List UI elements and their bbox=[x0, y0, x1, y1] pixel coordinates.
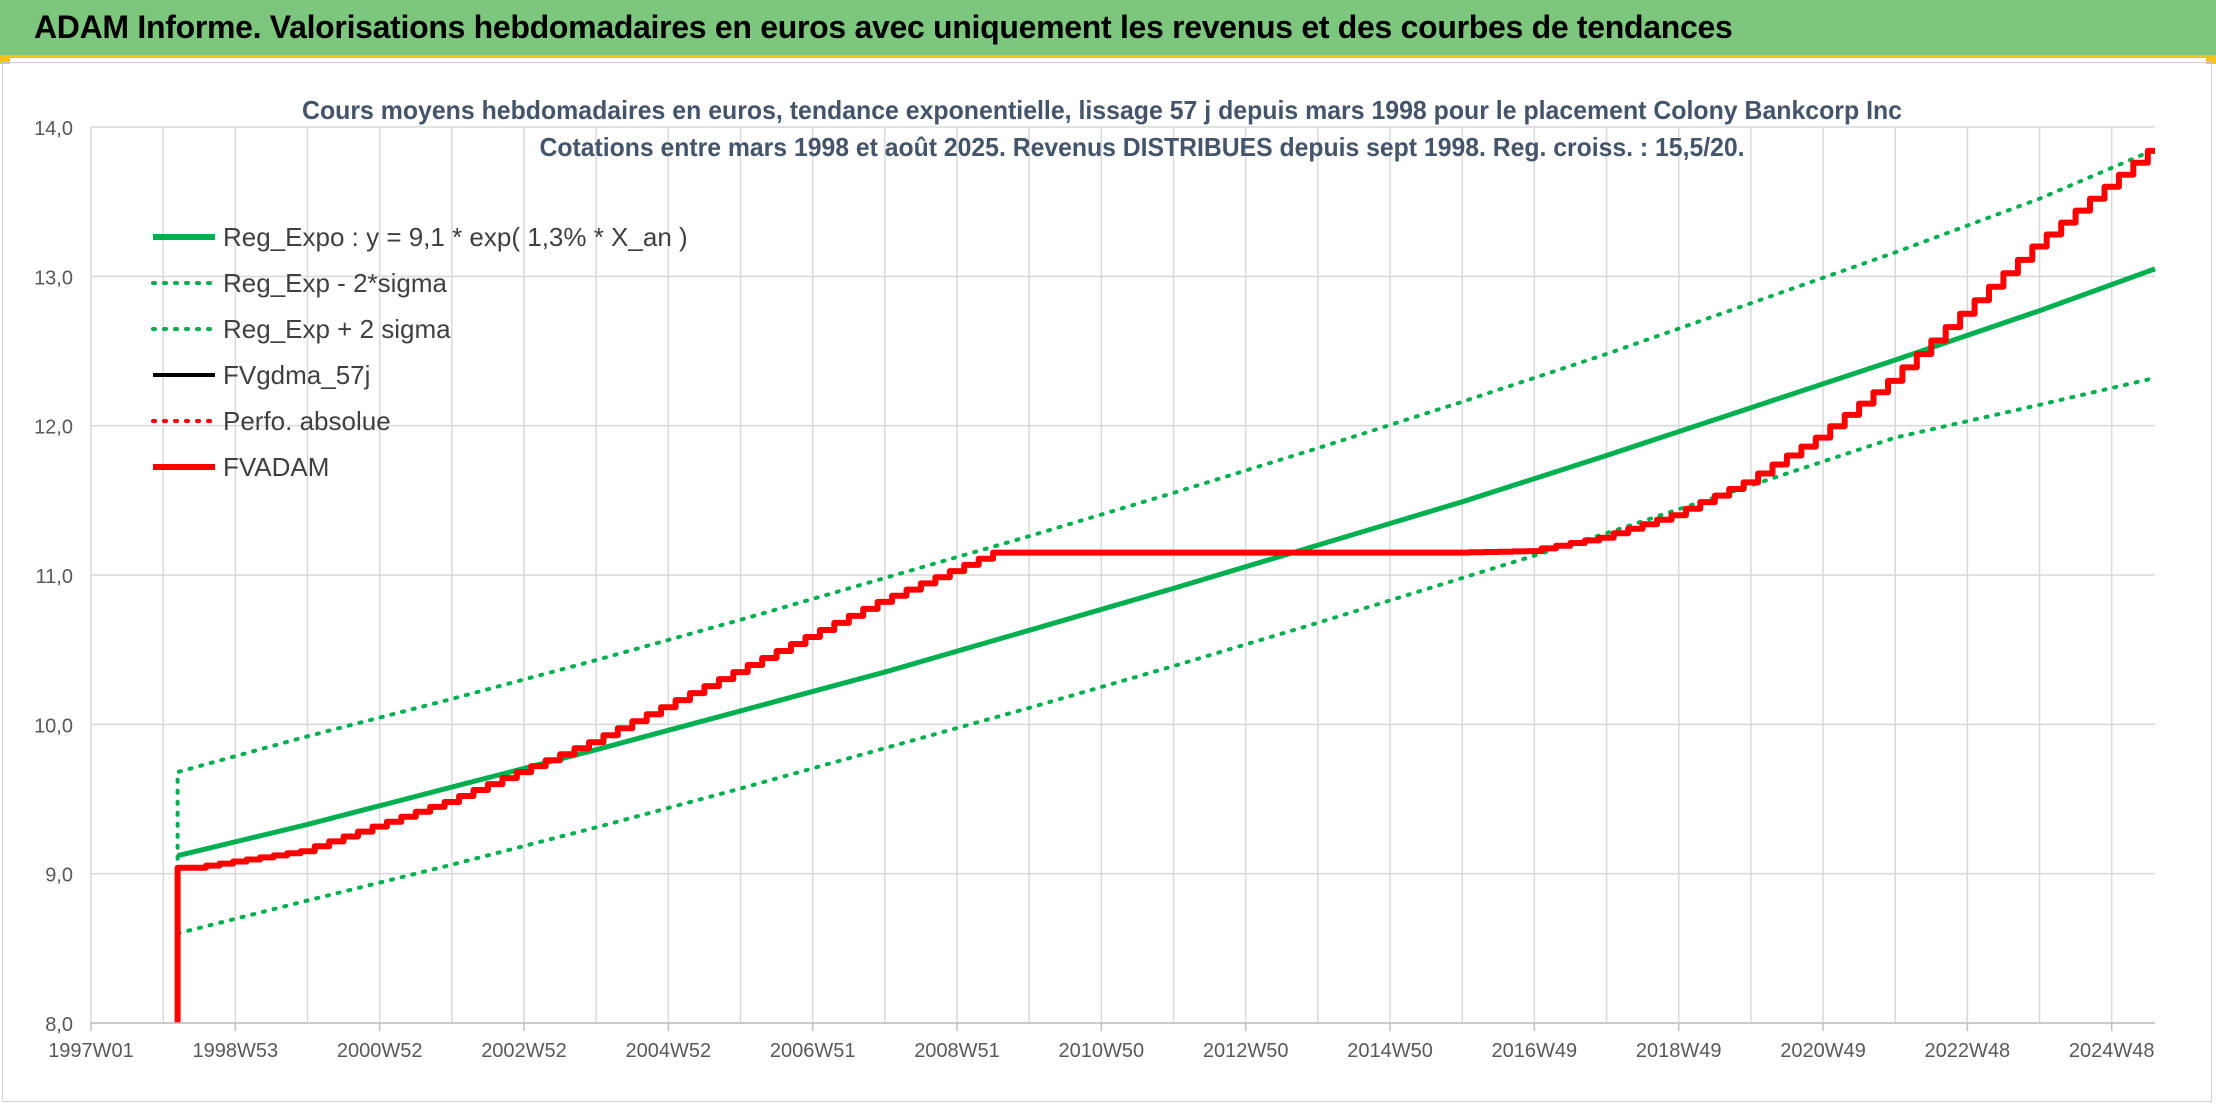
x-tick-label: 2022W48 bbox=[1925, 1040, 2011, 1062]
x-tick-label: 2006W51 bbox=[770, 1040, 856, 1062]
x-tick-label: 2002W52 bbox=[481, 1040, 567, 1062]
series-line-5 bbox=[174, 147, 2155, 1023]
y-tick-label: 8,0 bbox=[45, 1014, 73, 1036]
x-tick-label: 2000W52 bbox=[337, 1040, 423, 1062]
x-tick-label: 2004W52 bbox=[626, 1040, 712, 1062]
series-line-1 bbox=[175, 375, 2157, 936]
x-tick-label: 2012W50 bbox=[1203, 1040, 1289, 1062]
chart-legend: Reg_Expo : y = 9,1 * exp( 1,3% * X_an ) R… bbox=[151, 222, 688, 482]
chart-grid bbox=[90, 126, 2155, 1024]
y-tick-label: 12,0 bbox=[34, 417, 73, 439]
legend-label-2: Reg_Exp + 2 sigma bbox=[223, 314, 451, 344]
x-tick-label: 2016W49 bbox=[1492, 1040, 1578, 1062]
report-title: ADAM Informe. Valorisations hebdomadaire… bbox=[34, 9, 1733, 45]
x-tick-label: 1998W53 bbox=[193, 1040, 279, 1062]
corner-mark-right bbox=[2206, 58, 2216, 64]
chart-axis-layer: 8,0 9,0 10,0 11,0 12,0 13,0 14,0 1997W01 1998W53… bbox=[34, 118, 2155, 1062]
series-line-2 bbox=[175, 147, 2157, 861]
x-tick-label: 2018W49 bbox=[1636, 1040, 1722, 1062]
x-tick-label: 2024W48 bbox=[2069, 1040, 2155, 1062]
y-tick-label: 9,0 bbox=[45, 865, 73, 887]
legend-label-0: Reg_Expo : y = 9,1 * exp( 1,3% * X_an ) bbox=[223, 222, 688, 252]
legend-label-1: Reg_Exp - 2*sigma bbox=[223, 268, 448, 298]
report-banner: ADAM Informe. Valorisations hebdomadaire… bbox=[0, 0, 2216, 58]
chart-title: Cours moyens hebdomadaires en euros, ten… bbox=[302, 95, 1902, 125]
series-line-3 bbox=[177, 149, 2155, 870]
legend-label-5: FVADAM bbox=[223, 452, 329, 482]
legend-label-3: FVgdma_57j bbox=[223, 360, 370, 390]
y-tick-label: 10,0 bbox=[34, 715, 73, 737]
y-tick-label: 11,0 bbox=[36, 566, 73, 588]
x-tick-label: 2010W50 bbox=[1059, 1040, 1145, 1062]
chart-subtitle: Cotations entre mars 1998 et août 2025. … bbox=[540, 132, 1745, 162]
y-tick-label: 14,0 bbox=[34, 118, 73, 140]
x-tick-label: 2020W49 bbox=[1780, 1040, 1866, 1062]
series-line-0 bbox=[177, 266, 2156, 859]
chart-series-layer bbox=[174, 147, 2157, 1023]
x-tick-label: 2014W50 bbox=[1347, 1040, 1433, 1062]
x-tick-label: 2008W51 bbox=[914, 1040, 1000, 1062]
chart-svg: 8,0 9,0 10,0 11,0 12,0 13,0 14,0 1997W01 1998W53… bbox=[34, 95, 2157, 1062]
corner-mark-left bbox=[0, 58, 10, 64]
x-tick-label: 1997W01 bbox=[48, 1040, 134, 1062]
y-tick-label: 13,0 bbox=[34, 267, 73, 289]
chart-frame: 8,0 9,0 10,0 11,0 12,0 13,0 14,0 1997W01 1998W53… bbox=[2, 62, 2212, 1102]
legend-label-4: Perfo. absolue bbox=[223, 406, 391, 436]
